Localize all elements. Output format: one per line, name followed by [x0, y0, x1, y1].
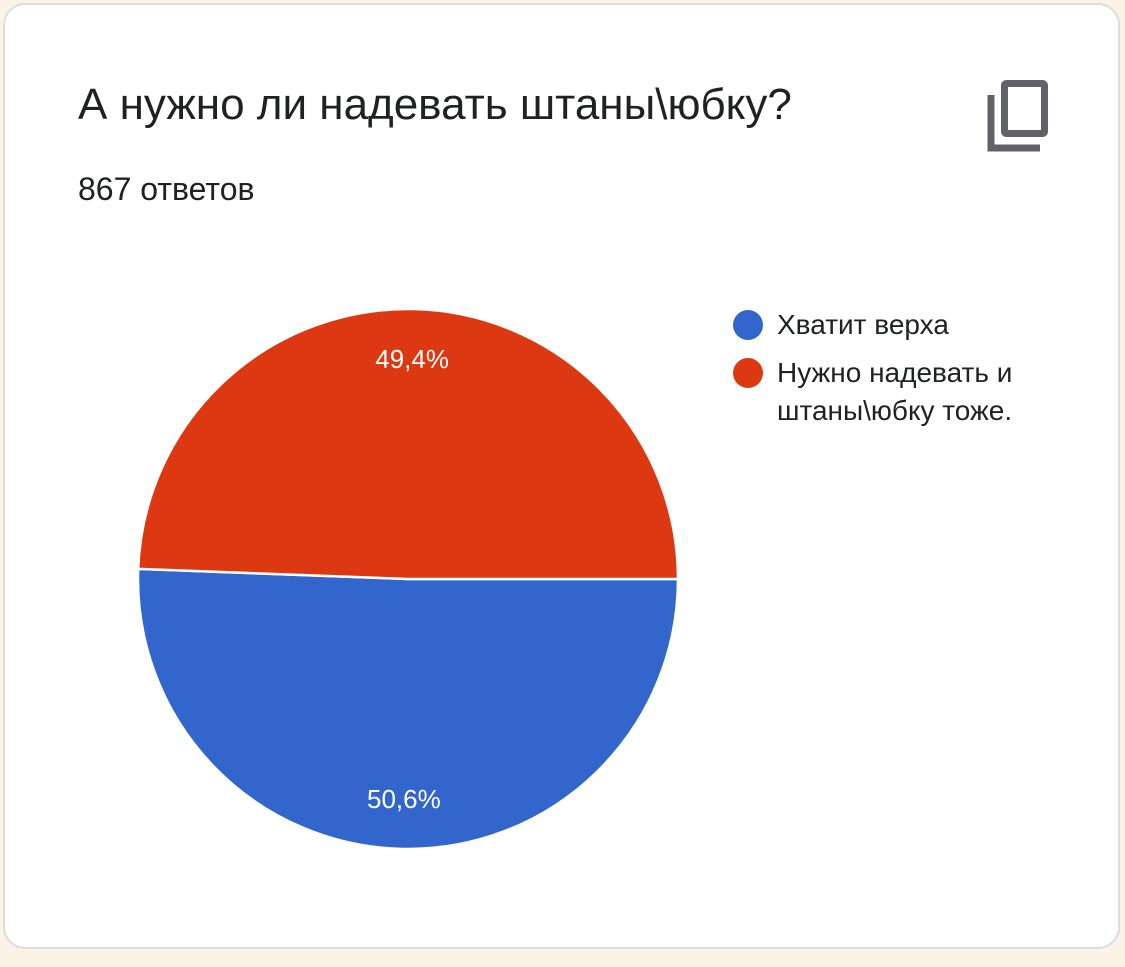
- slice-label: 50,6%: [367, 784, 441, 814]
- chart-legend: Хватит верха Нужно надевать и штаны\юбку…: [733, 306, 1063, 440]
- legend-label: Нужно надевать и штаны\юбку тоже.: [777, 357, 1013, 426]
- pie-slice[interactable]: [136, 307, 680, 581]
- legend-item[interactable]: Нужно надевать и штаны\юбку тоже.: [733, 354, 1063, 430]
- legend-label: Хватит верха: [777, 309, 949, 340]
- legend-swatch: [733, 358, 763, 388]
- legend-swatch: [733, 310, 763, 340]
- legend-item[interactable]: Хватит верха: [733, 306, 1063, 344]
- slice-label: 49,4%: [375, 344, 449, 374]
- pie-slice[interactable]: [136, 567, 680, 851]
- copy-icon: [987, 80, 1048, 152]
- question-title: А нужно ли надевать штаны\юбку?: [78, 80, 792, 129]
- copy-button[interactable]: [983, 79, 1053, 153]
- response-count: 867 ответов: [78, 171, 255, 207]
